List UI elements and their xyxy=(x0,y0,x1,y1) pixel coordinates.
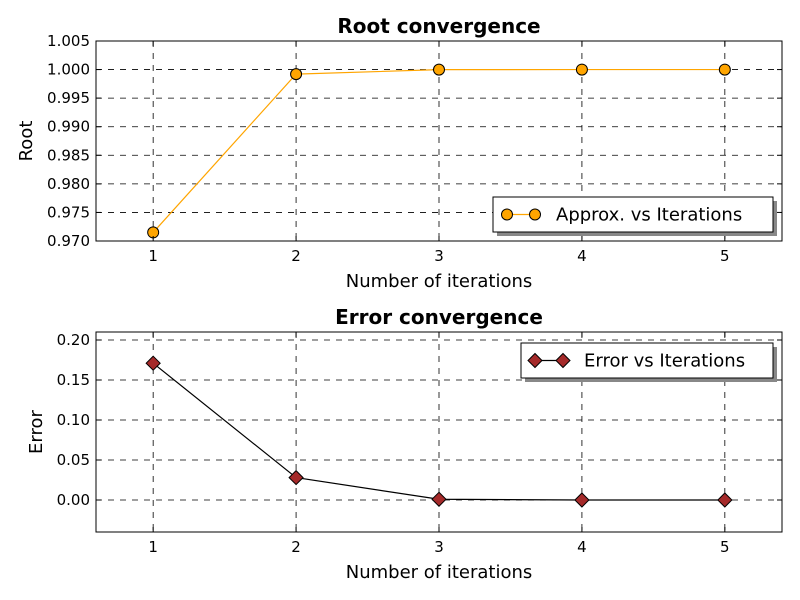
error-legend-label: Error vs Iterations xyxy=(584,351,745,372)
error-x-tick-label: 4 xyxy=(577,538,587,556)
error-data-point xyxy=(717,492,733,508)
error-legend: Error vs Iterations xyxy=(520,342,777,382)
root-y-ticks: 0.970 0.975 0.980 0.985 0.990 0.995 1.000 1.005 xyxy=(47,32,782,250)
root-legend-marker xyxy=(501,208,513,221)
root-y-tick-label: 0.970 xyxy=(47,232,90,250)
error-y-ticks: 0.00 0.05 0.10 0.15 0.20 xyxy=(57,331,782,509)
error-y-axis-label: Error xyxy=(26,409,47,453)
error-y-tick-label: 0.05 xyxy=(57,451,90,469)
error-legend-marker xyxy=(555,352,571,369)
root-legend-marker xyxy=(529,208,541,221)
root-y-tick-label: 1.000 xyxy=(47,61,90,79)
root-data-point xyxy=(433,63,445,76)
error-y-tick-label: 0.15 xyxy=(57,371,90,389)
root-y-tick-label: 1.005 xyxy=(47,32,90,50)
root-legend-label: Approx. vs Iterations xyxy=(556,205,742,226)
root-grid xyxy=(96,41,782,241)
root-y-tick-label: 0.995 xyxy=(47,89,90,107)
root-y-tick-label: 0.980 xyxy=(47,175,90,193)
error-y-tick-label: 0.10 xyxy=(57,411,90,429)
error-grid xyxy=(96,332,782,532)
root-chart-title: Root convergence xyxy=(337,14,540,38)
error-x-tick-label: 1 xyxy=(148,538,158,556)
error-chart-title: Error convergence xyxy=(335,305,543,329)
root-x-tick-label: 5 xyxy=(720,247,730,265)
root-y-tick-label: 0.990 xyxy=(47,118,90,136)
root-data-point xyxy=(290,68,303,81)
root-legend: Approx. vs Iterations xyxy=(492,196,777,236)
root-x-tick-label: 2 xyxy=(291,247,301,265)
error-x-tick-label: 3 xyxy=(434,538,444,556)
error-data-point xyxy=(574,492,590,508)
error-chart: Error convergence Number of iterations E… xyxy=(26,305,783,583)
root-markers xyxy=(147,63,731,239)
error-data-point xyxy=(288,469,304,486)
root-x-tick-label: 3 xyxy=(434,247,444,265)
error-legend-marker xyxy=(527,352,543,369)
root-x-tick-label: 1 xyxy=(148,247,158,265)
root-x-tick-label: 4 xyxy=(577,247,587,265)
root-y-tick-label: 0.975 xyxy=(47,203,90,221)
error-x-tick-label: 2 xyxy=(291,538,301,556)
error-data-point xyxy=(431,491,447,507)
root-x-ticks: 1 2 3 4 5 xyxy=(148,41,730,265)
root-chart: Root convergence Number of iterations Ro… xyxy=(16,14,783,292)
error-data-point xyxy=(145,355,161,371)
error-x-tick-label: 5 xyxy=(720,538,730,556)
error-x-axis-label: Number of iterations xyxy=(346,562,533,583)
error-y-tick-label: 0.20 xyxy=(57,331,90,349)
root-data-point xyxy=(718,63,731,76)
error-y-tick-label: 0.00 xyxy=(57,491,90,509)
root-data-point xyxy=(575,63,588,76)
error-x-ticks: 1 2 3 4 5 xyxy=(148,332,730,556)
root-y-tick-label: 0.985 xyxy=(47,146,90,164)
root-y-axis-label: Root xyxy=(16,121,37,162)
error-markers xyxy=(145,355,733,508)
root-x-axis-label: Number of iterations xyxy=(346,271,533,292)
